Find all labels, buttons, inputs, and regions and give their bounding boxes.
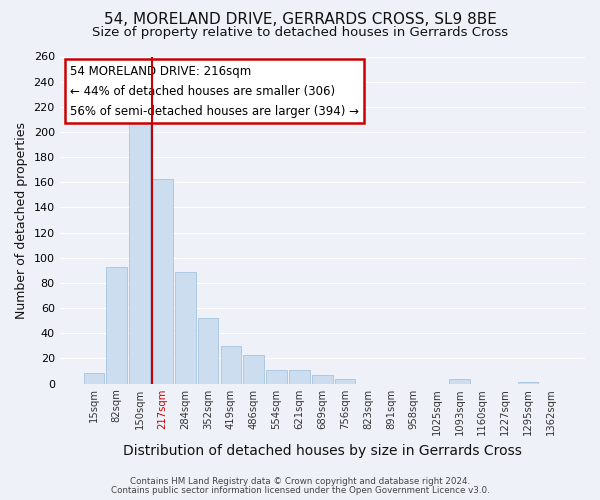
Text: 54 MORELAND DRIVE: 216sqm
← 44% of detached houses are smaller (306)
56% of semi: 54 MORELAND DRIVE: 216sqm ← 44% of detac…: [70, 64, 359, 118]
Y-axis label: Number of detached properties: Number of detached properties: [15, 122, 28, 318]
Bar: [335, 378, 355, 384]
Bar: [244, 354, 264, 384]
Text: Contains public sector information licensed under the Open Government Licence v3: Contains public sector information licen…: [110, 486, 490, 495]
X-axis label: Distribution of detached houses by size in Gerrards Cross: Distribution of detached houses by size …: [123, 444, 522, 458]
Bar: [152, 178, 173, 384]
Bar: [221, 346, 241, 384]
Text: 54, MORELAND DRIVE, GERRARDS CROSS, SL9 8BE: 54, MORELAND DRIVE, GERRARDS CROSS, SL9 …: [104, 12, 496, 28]
Bar: [266, 370, 287, 384]
Bar: [518, 382, 538, 384]
Bar: [106, 266, 127, 384]
Bar: [175, 272, 196, 384]
Bar: [289, 370, 310, 384]
Bar: [198, 318, 218, 384]
Bar: [83, 374, 104, 384]
Text: Size of property relative to detached houses in Gerrards Cross: Size of property relative to detached ho…: [92, 26, 508, 39]
Bar: [129, 116, 150, 384]
Text: Contains HM Land Registry data © Crown copyright and database right 2024.: Contains HM Land Registry data © Crown c…: [130, 477, 470, 486]
Bar: [312, 375, 332, 384]
Bar: [449, 378, 470, 384]
